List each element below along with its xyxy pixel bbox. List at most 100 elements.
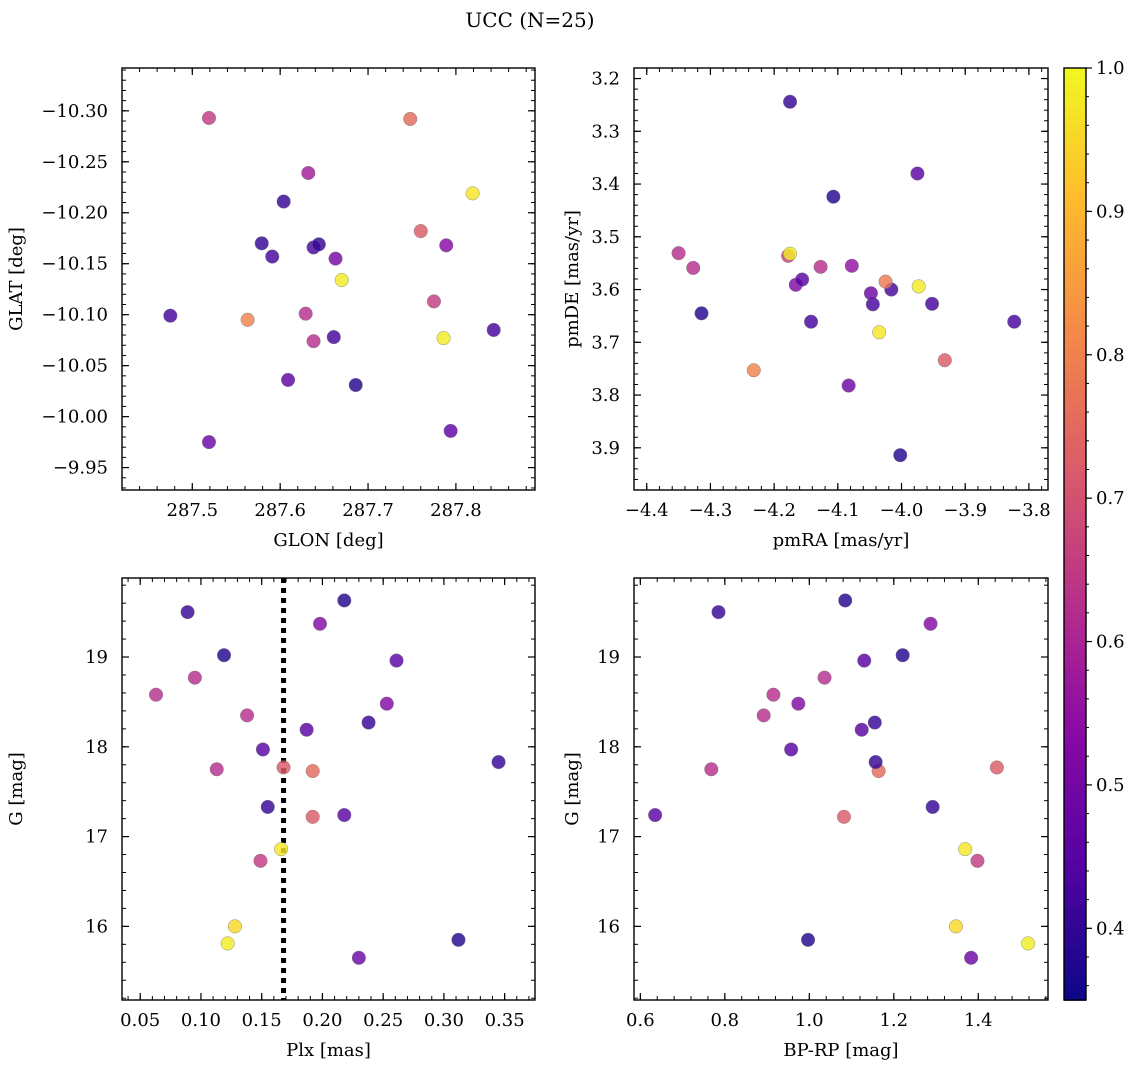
- colorbar-segment: [1064, 440, 1086, 450]
- colorbar-segment: [1064, 580, 1086, 590]
- data-point: [465, 186, 480, 201]
- data-point: [648, 808, 663, 823]
- data-point: [305, 764, 320, 779]
- points: [648, 593, 1036, 965]
- colorbar-tick-label: 1.0: [1096, 58, 1125, 79]
- figure-title: UCC (N=25): [465, 8, 594, 32]
- data-point: [911, 279, 926, 294]
- colorbar-segment: [1064, 448, 1086, 458]
- colorbar-segment: [1064, 813, 1086, 823]
- colorbar-segment: [1064, 308, 1086, 318]
- colorbar-segment: [1064, 526, 1086, 535]
- data-point: [379, 696, 394, 711]
- colorbar-segment: [1064, 394, 1086, 403]
- colorbar-segment: [1064, 704, 1086, 714]
- colorbar-segment: [1064, 914, 1086, 924]
- data-point: [948, 919, 963, 934]
- data-point: [312, 616, 327, 631]
- colorbar-segment: [1064, 961, 1086, 970]
- data-point: [299, 722, 314, 737]
- colorbar-segment: [1064, 930, 1086, 939]
- data-point: [328, 251, 343, 266]
- panel-1: 287.5 287.6 287.7 287.8 −9.95 −10.00 −10.05 −10…: [6, 67, 536, 551]
- x-tick-label: 287.5: [167, 500, 219, 521]
- colorbar-segment: [1064, 207, 1086, 217]
- data-point: [486, 322, 501, 337]
- colorbar-segment: [1064, 370, 1086, 380]
- panel-4: 0.6 0.8 1.0 1.2 1.4 16 17 18 19 BP-RP [mag] G [mag…: [562, 577, 1049, 1061]
- x-tick-label: 0.6: [626, 1010, 655, 1031]
- data-point: [1007, 314, 1022, 329]
- data-point: [838, 593, 853, 608]
- colorbar-segment: [1064, 106, 1086, 116]
- y-tick-label: 18: [85, 737, 108, 758]
- colorbar-segment: [1064, 945, 1086, 955]
- data-point: [783, 246, 798, 261]
- data-point: [766, 687, 781, 702]
- colorbar-segment: [1064, 891, 1086, 900]
- data-point: [274, 842, 289, 857]
- colorbar-segment: [1064, 968, 1086, 978]
- axes-frame: [633, 67, 1049, 491]
- data-point: [306, 334, 321, 349]
- colorbar-segment: [1064, 192, 1086, 201]
- y-tick-label: 3.2: [591, 69, 620, 90]
- axes-frame: [121, 67, 536, 491]
- colorbar-segment: [1064, 386, 1086, 395]
- colorbar: 0.4 0.5 0.6 0.7 0.8 0.9 1.0: [1063, 58, 1125, 1001]
- data-point: [817, 670, 832, 685]
- colorbar-segment: [1064, 541, 1086, 551]
- x-tick-label: 0.15: [242, 1010, 282, 1031]
- colorbar-segment: [1064, 976, 1086, 986]
- colorbar-segment: [1064, 269, 1086, 279]
- data-point: [311, 237, 326, 252]
- colorbar-segment: [1064, 223, 1086, 232]
- colorbar-segment: [1064, 215, 1086, 225]
- colorbar-segment: [1064, 767, 1086, 776]
- data-point: [254, 236, 269, 251]
- data-point: [220, 936, 235, 951]
- colorbar-segment: [1064, 433, 1086, 442]
- y-axis-label: GLAT [deg]: [6, 227, 27, 331]
- x-tick-label: 1.0: [795, 1010, 824, 1031]
- data-point: [240, 312, 255, 327]
- data-point: [305, 809, 320, 824]
- colorbar-segment: [1064, 867, 1086, 877]
- colorbar-segment: [1064, 145, 1086, 155]
- y-tick-label: 16: [597, 916, 620, 937]
- colorbar-segment: [1064, 83, 1086, 93]
- data-point: [491, 755, 506, 770]
- y-tick-label: −10.20: [41, 203, 108, 224]
- colorbar-segment: [1064, 355, 1086, 364]
- data-point: [276, 760, 291, 775]
- y-tick-label: 3.8: [591, 385, 620, 406]
- colorbar-segment: [1064, 184, 1086, 194]
- data-point: [163, 308, 178, 323]
- colorbar-segment: [1064, 650, 1086, 660]
- data-point: [443, 423, 458, 438]
- data-point: [265, 249, 280, 264]
- colorbar-segment: [1064, 860, 1086, 869]
- x-tick-label: −4.0: [880, 500, 924, 521]
- colorbar-segment: [1064, 487, 1086, 496]
- y-tick-label: 3.3: [591, 121, 620, 142]
- y-axis-label: G [mag]: [562, 752, 583, 825]
- x-tick-label: 287.7: [342, 500, 394, 521]
- data-point: [791, 696, 806, 711]
- x-tick-label: 1.2: [879, 1010, 908, 1031]
- colorbar-segment: [1064, 743, 1086, 753]
- data-point: [201, 110, 216, 125]
- data-point: [686, 260, 701, 275]
- y-tick-label: 18: [597, 737, 620, 758]
- colorbar-segment: [1064, 712, 1086, 722]
- colorbar-segment: [1064, 153, 1086, 162]
- data-point: [893, 448, 908, 463]
- colorbar-segment: [1064, 130, 1086, 139]
- y-tick-label: −10.30: [41, 101, 108, 122]
- data-point: [756, 708, 771, 723]
- data-point: [436, 331, 451, 346]
- colorbar-segment: [1064, 603, 1086, 613]
- data-point: [784, 742, 799, 757]
- panel-3: 0.05 0.10 0.15 0.20 0.25 0.30 0.35 16 17 18 19 Plx …: [6, 577, 536, 1061]
- colorbar-segment: [1064, 759, 1086, 768]
